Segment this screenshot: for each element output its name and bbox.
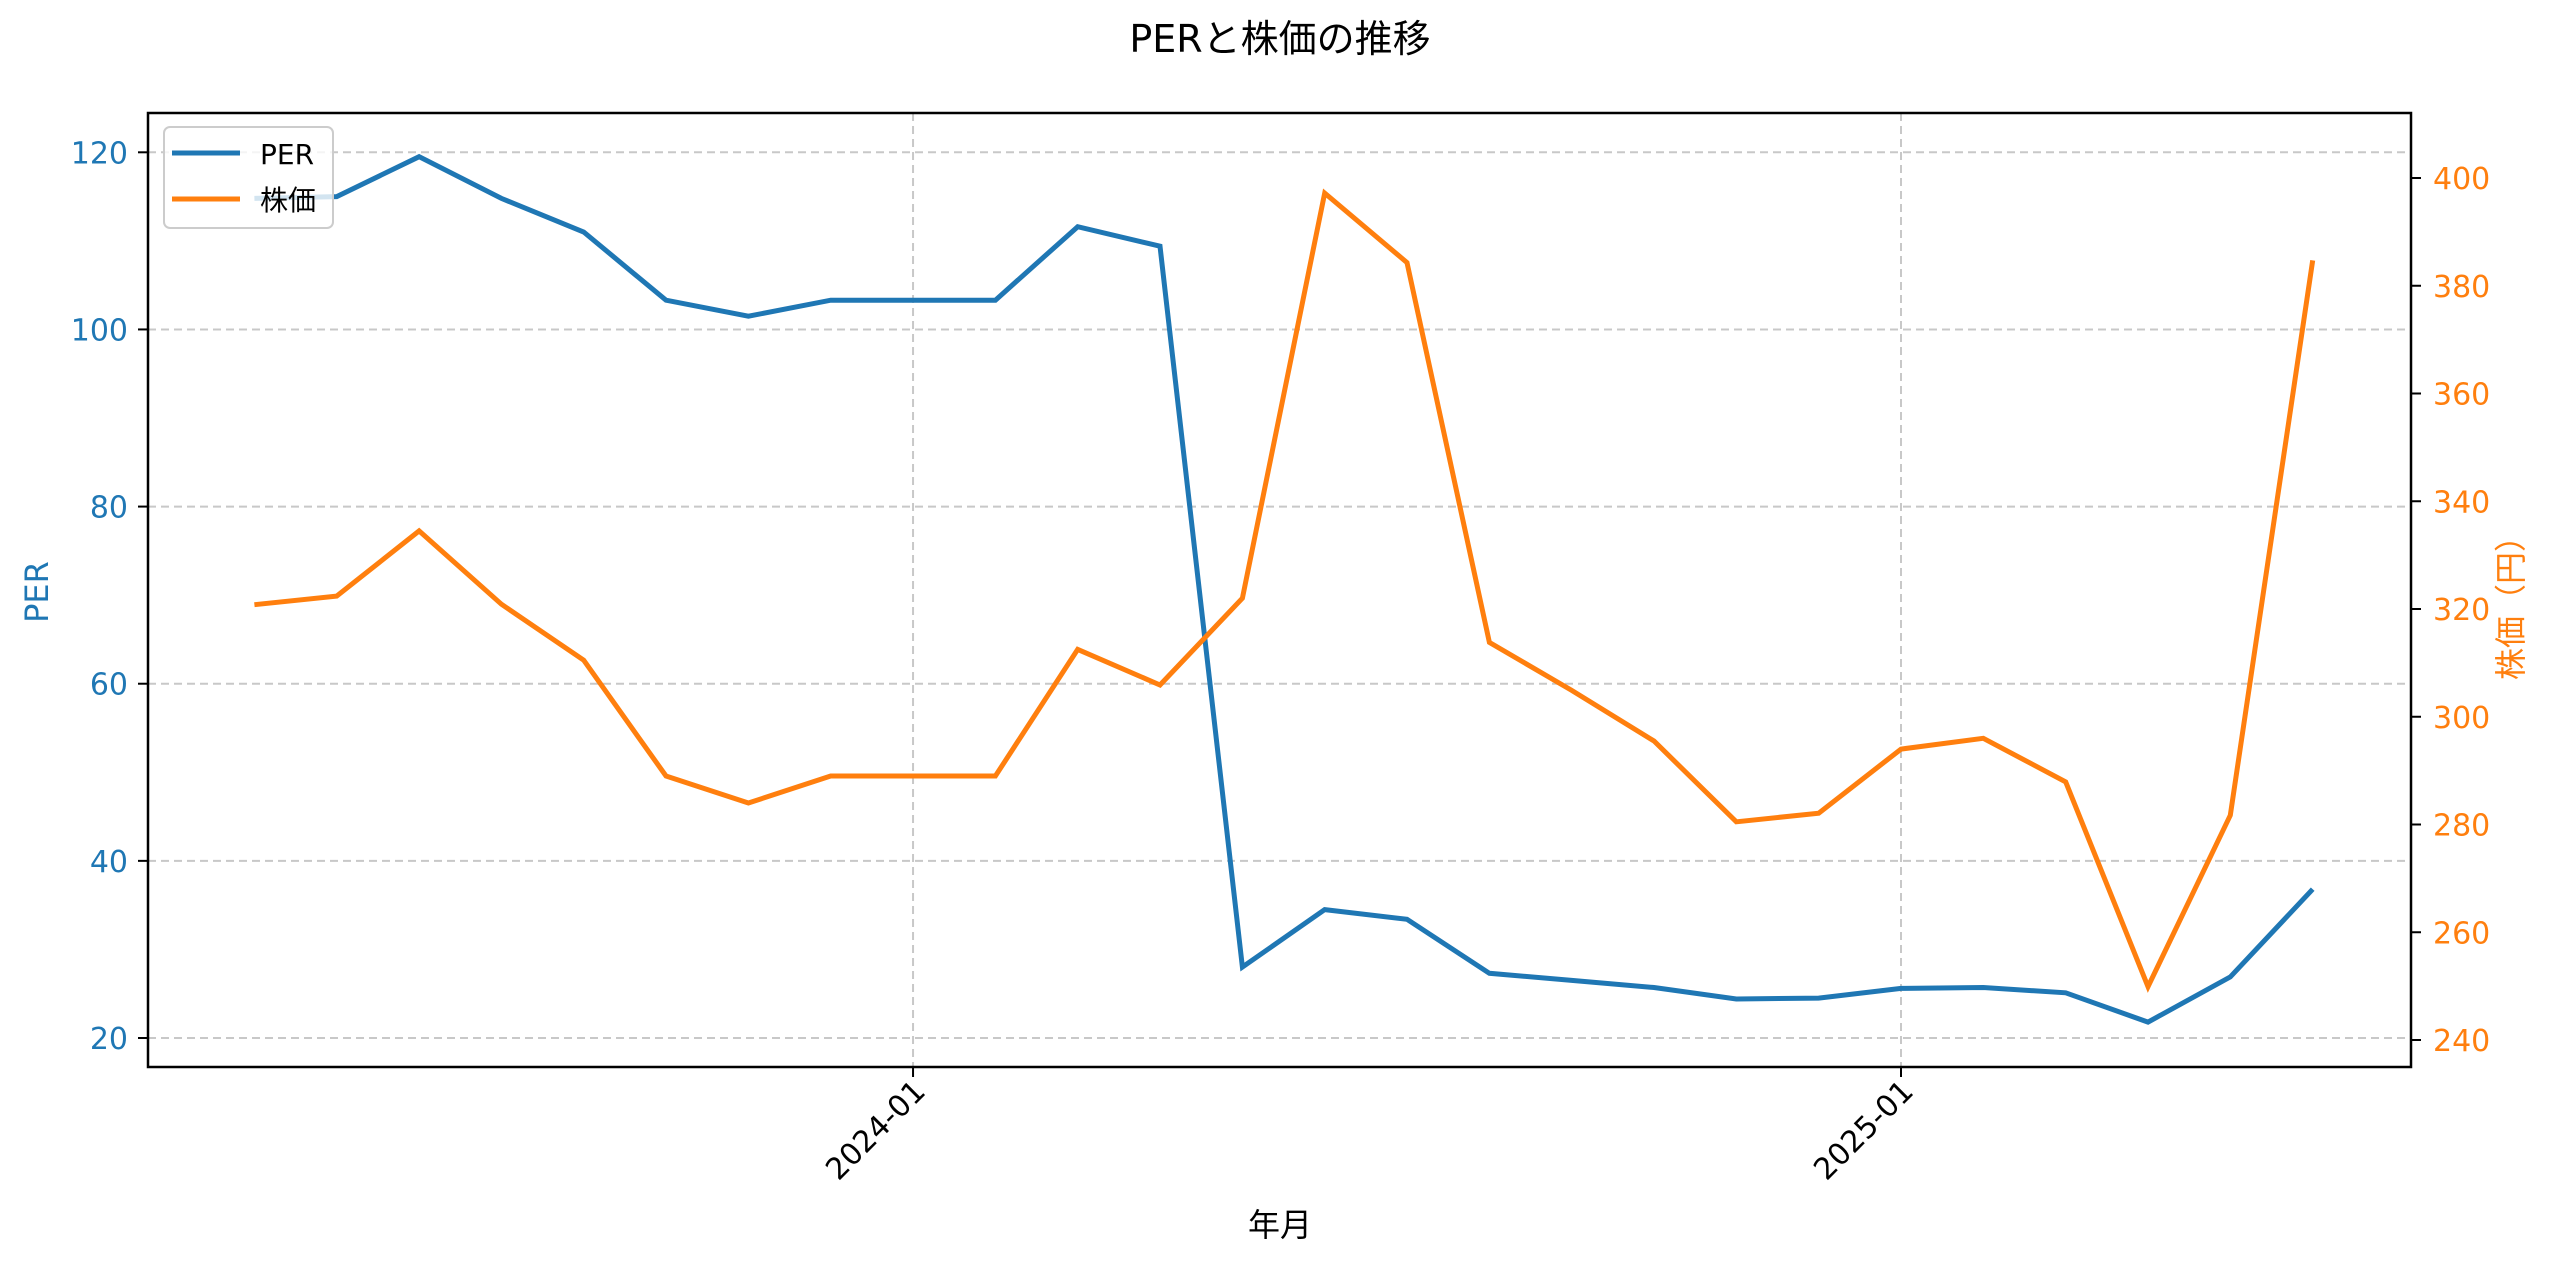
x-axis: 2024-01 2025-01 (819, 1067, 1921, 1187)
series-line-price (254, 188, 2316, 993)
left-tick-label: 120 (71, 136, 128, 171)
right-y-axis: 240 260 280 300 320 340 360 380 400 (2411, 162, 2490, 1059)
right-tick-label: 340 (2433, 485, 2490, 520)
left-tick-label: 80 (90, 491, 128, 526)
data-series (254, 153, 2316, 1025)
right-tick-label: 380 (2433, 270, 2490, 305)
x-tick-label: 2024-01 (819, 1074, 932, 1187)
plot-frame (146, 111, 2413, 1069)
right-tick-label: 400 (2433, 162, 2490, 197)
series-line-per (254, 153, 2315, 1025)
left-tick-label: 40 (90, 845, 128, 880)
right-tick-label: 300 (2433, 701, 2490, 736)
chart-title: PERと株価の推移 (1129, 17, 1430, 61)
right-tick-label: 240 (2433, 1024, 2490, 1059)
right-tick-label: 360 (2433, 378, 2490, 413)
legend-label-per: PER (260, 138, 314, 171)
left-y-axis: 20 40 60 80 100 120 (71, 136, 148, 1057)
legend: PER 株価 (163, 126, 334, 229)
x-axis-title: 年月 (1248, 1206, 1312, 1244)
right-axis-title: 株価（円） (2492, 520, 2530, 680)
grid-lines (148, 113, 2411, 1067)
left-tick-label: 60 (90, 668, 128, 703)
left-tick-label: 20 (90, 1022, 128, 1057)
right-tick-label: 260 (2433, 916, 2490, 951)
left-axis-title: PER (18, 561, 56, 623)
left-tick-label: 100 (71, 313, 128, 348)
legend-label-price: 株価 (260, 184, 316, 217)
x-tick-label: 2025-01 (1807, 1074, 1920, 1187)
right-tick-label: 320 (2433, 593, 2490, 628)
right-tick-label: 280 (2433, 809, 2490, 844)
